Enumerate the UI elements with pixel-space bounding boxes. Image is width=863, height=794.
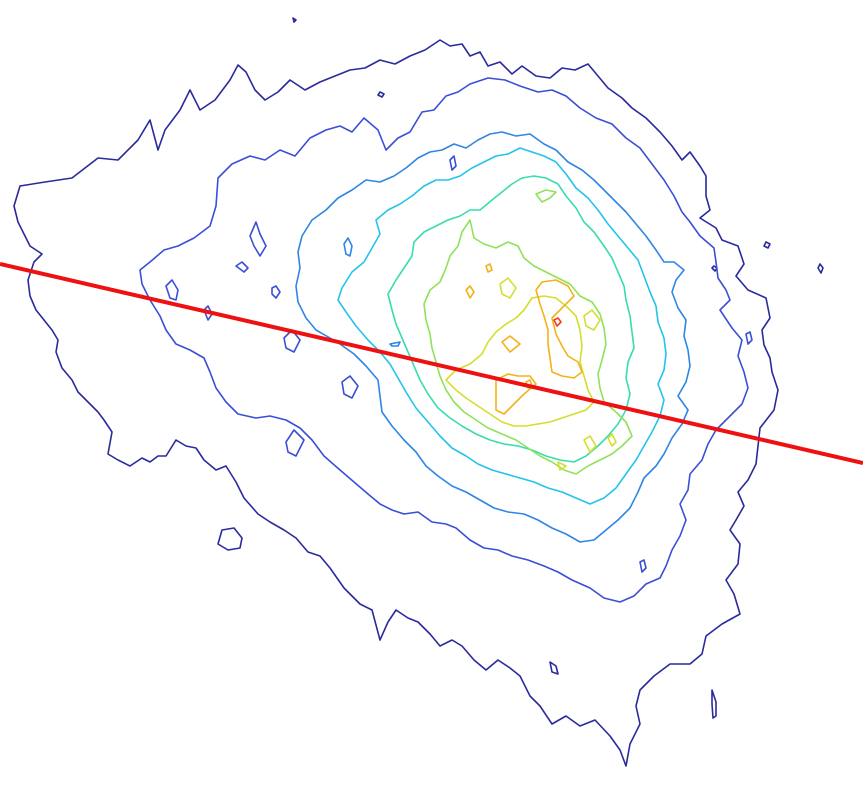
contour-level-1-island xyxy=(292,17,297,23)
contour-level-1 xyxy=(13,17,824,767)
contour-level-4-main xyxy=(337,147,667,505)
contour-level-3-island xyxy=(389,341,401,347)
contour-level-5-main xyxy=(387,175,635,463)
contour-level-7-island xyxy=(499,277,517,299)
contour-level-6-island xyxy=(535,189,557,203)
contour-level-7-island xyxy=(557,461,567,471)
contour-level-2-island xyxy=(745,331,753,345)
contour-level-3-main xyxy=(295,131,691,543)
contour-level-7 xyxy=(445,277,617,471)
contour-level-7-island xyxy=(607,433,617,447)
contour-level-2-island xyxy=(271,285,281,299)
contour-level-8-island xyxy=(465,285,475,299)
contour-level-1-island xyxy=(763,241,771,249)
contour-level-3-island xyxy=(343,237,353,257)
contour-level-8-island xyxy=(485,263,493,273)
contour-level-8-main xyxy=(535,279,583,379)
trend-line xyxy=(0,262,863,465)
contour-level-8-island xyxy=(495,373,537,415)
contour-level-2-island xyxy=(165,279,179,301)
contour-level-2-main xyxy=(139,77,749,603)
contour-level-1-main xyxy=(13,39,779,767)
contour-level-7-main xyxy=(445,295,595,427)
contour-level-4 xyxy=(337,147,667,505)
contour-level-9 xyxy=(553,317,562,327)
contour-level-8 xyxy=(465,263,583,415)
contour-level-8-island xyxy=(501,335,521,353)
contour-level-1-island xyxy=(217,527,243,551)
contour-level-7-island xyxy=(583,309,601,331)
contour-level-2-island xyxy=(285,429,305,457)
contour-level-1-island xyxy=(549,661,559,675)
contour-level-1-island xyxy=(711,689,717,719)
contour-level-2-island xyxy=(449,155,457,171)
contour-level-6-main xyxy=(423,219,633,475)
contour-level-2-island xyxy=(341,375,359,399)
contour-level-6 xyxy=(423,189,633,475)
contour-level-3 xyxy=(295,131,691,543)
contour-level-1-island xyxy=(377,91,385,98)
contour-level-7-island xyxy=(583,435,597,453)
contour-level-5 xyxy=(387,175,635,463)
contour-level-2-island xyxy=(639,559,647,573)
contour-level-9-peak xyxy=(553,317,562,327)
contour-level-2 xyxy=(139,77,753,603)
contour-level-2-island xyxy=(235,261,249,273)
contour-level-2-island xyxy=(249,221,267,257)
contour-level-1-island xyxy=(817,263,824,274)
